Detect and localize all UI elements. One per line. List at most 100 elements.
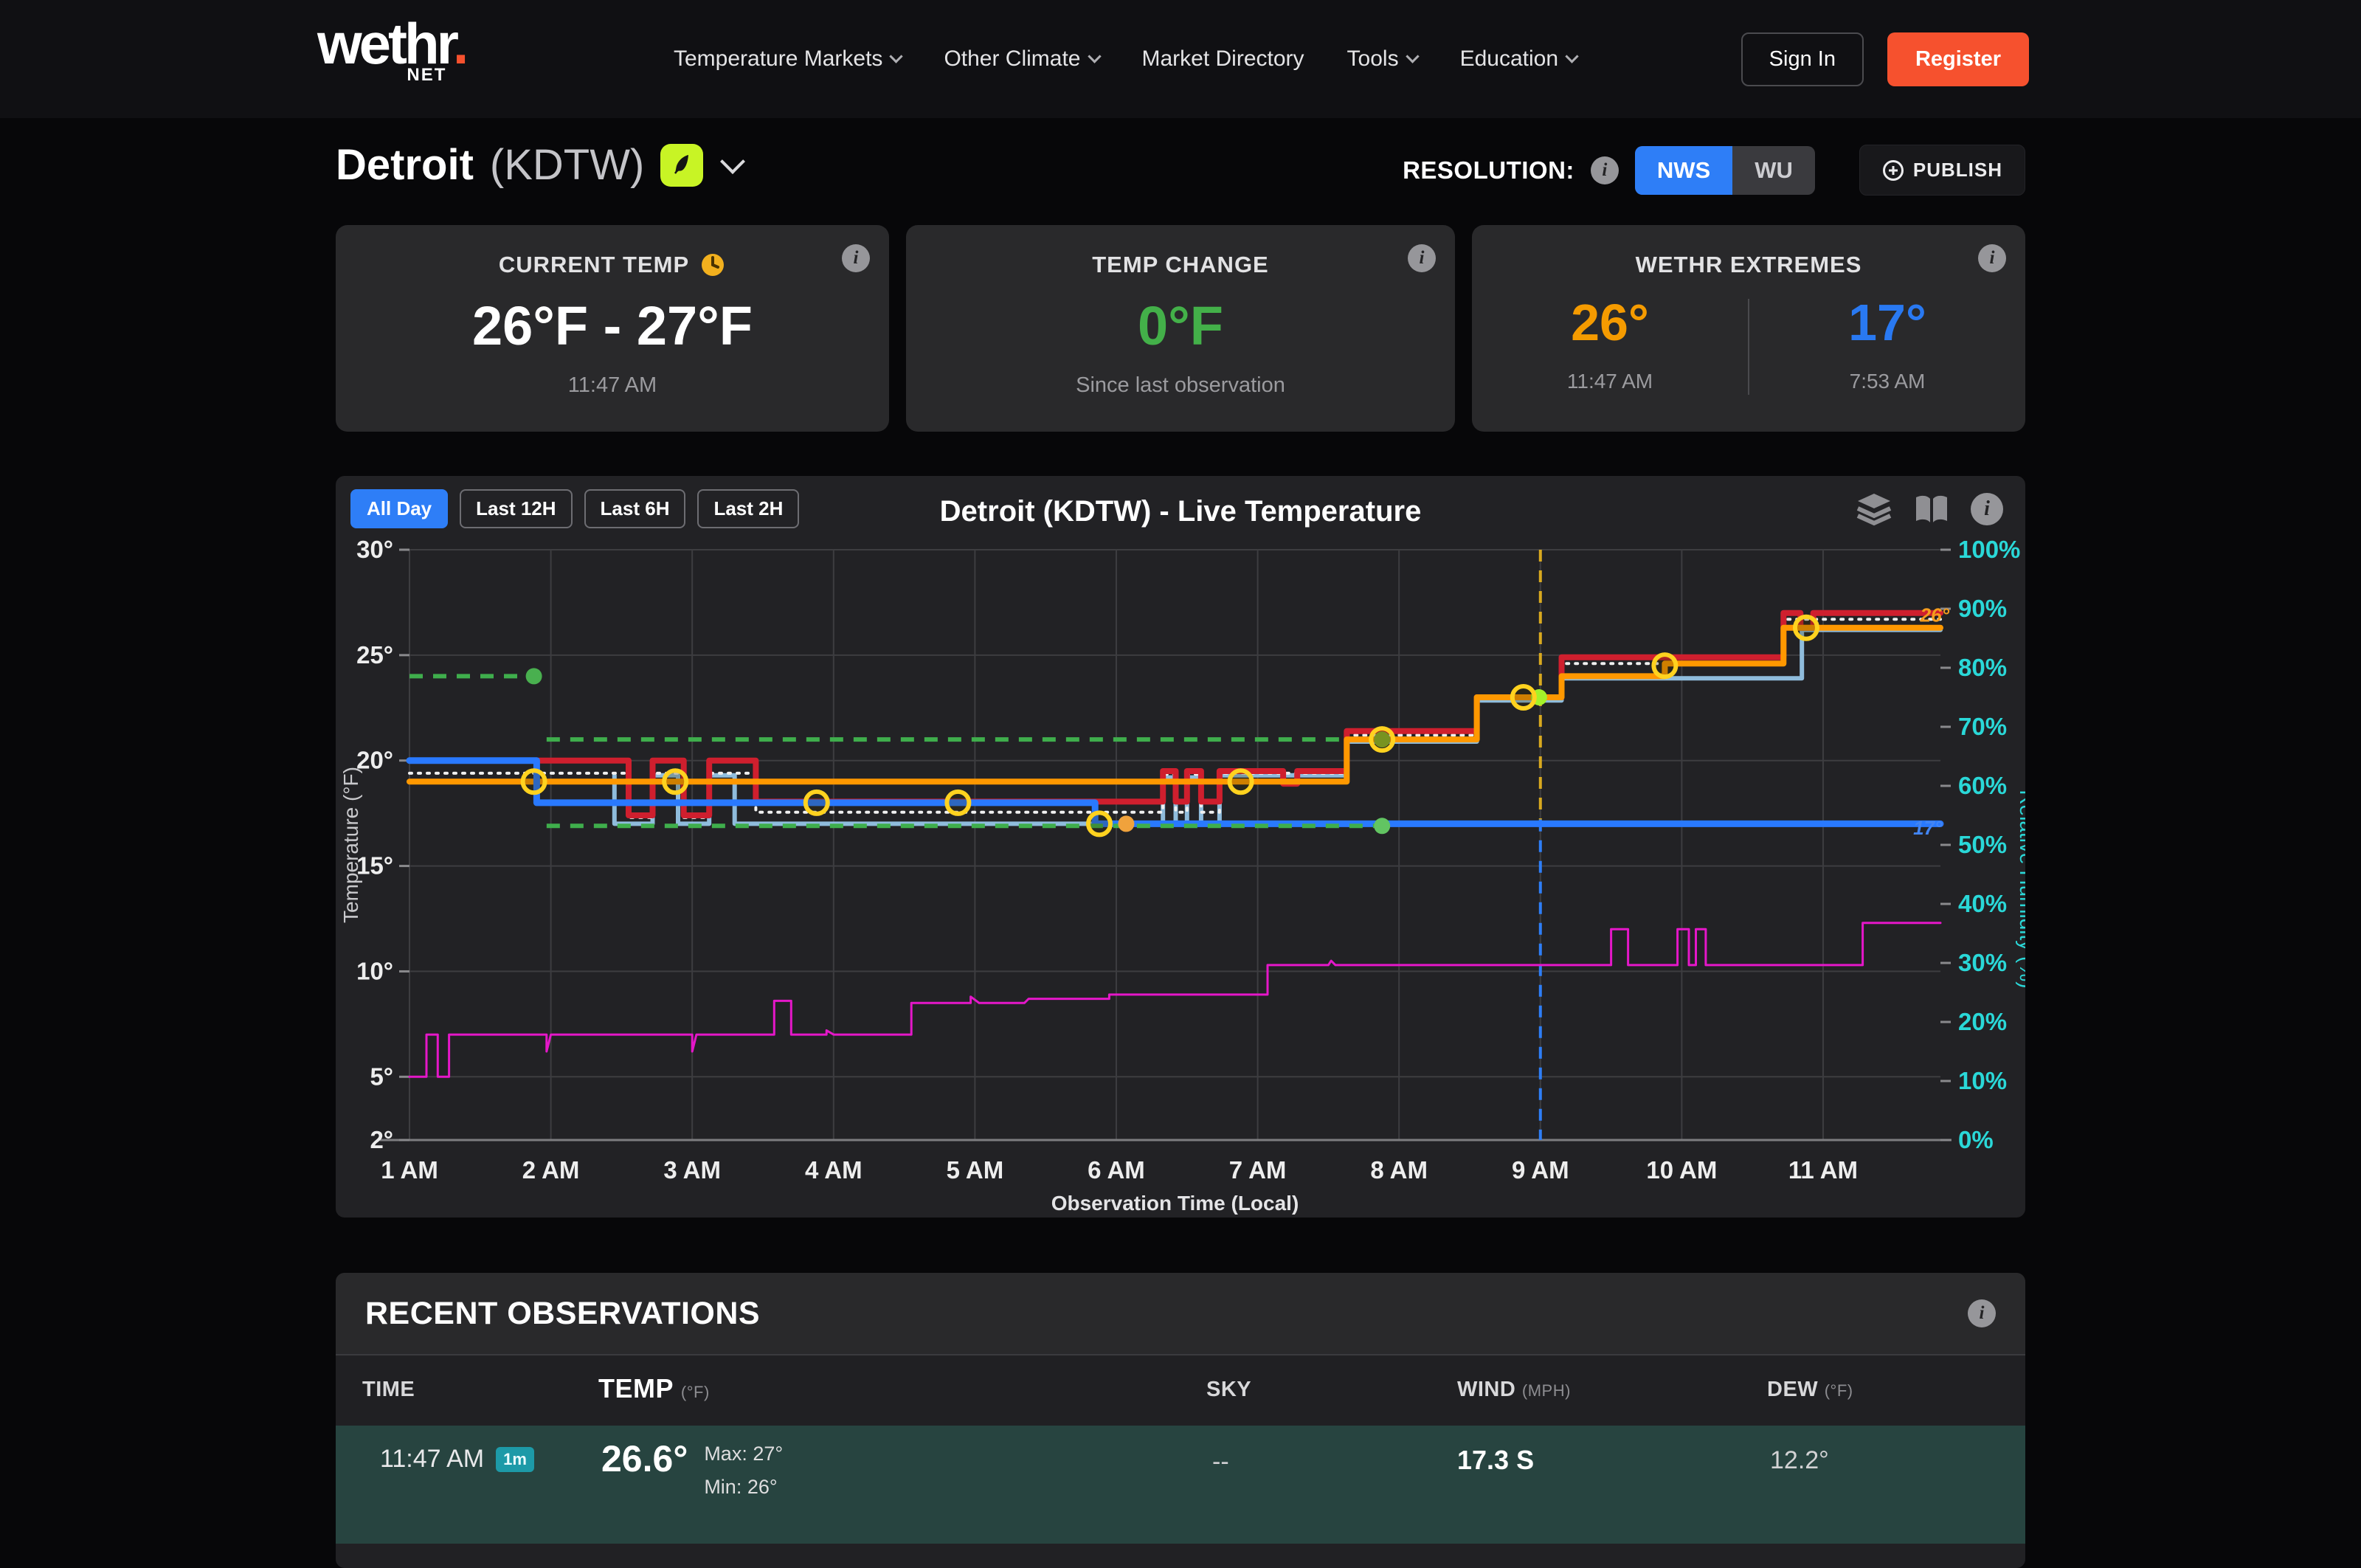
nav-item-label: Temperature Markets [674, 46, 883, 71]
temp-change-subtitle: Since last observation [1076, 373, 1285, 397]
extremes-card: i WETHR EXTREMES 26° 11:47 AM 17° 7:53 A… [1472, 225, 2025, 432]
svg-text:17°: 17° [1913, 817, 1943, 839]
svg-text:11 AM: 11 AM [1788, 1156, 1858, 1184]
info-icon[interactable]: i [842, 244, 870, 272]
station-dropdown-chevron-icon[interactable] [720, 148, 746, 174]
temp-change-value: 0°F [1138, 295, 1223, 356]
temperature-chart[interactable]: 30° 25° 20° 15° 10° 5° 2° 100% 90% 80% 70% 60% 50% 40… [336, 476, 2025, 1218]
svg-text:60%: 60% [1958, 772, 2007, 799]
col-sky: SKY [1206, 1378, 1252, 1401]
nav-item-label: Education [1459, 46, 1559, 71]
svg-text:3 AM: 3 AM [663, 1156, 721, 1184]
obs-sky: -- [1212, 1448, 1229, 1476]
info-icon[interactable]: i [1971, 493, 2003, 525]
info-icon[interactable]: i [1978, 244, 2006, 272]
nav-item-label: Tools [1347, 46, 1399, 71]
svg-text:Temperature (°F): Temperature (°F) [339, 767, 362, 923]
svg-text:90%: 90% [1958, 595, 2007, 622]
temp-change-card: i TEMP CHANGE 0°F Since last observation [906, 225, 1455, 432]
sign-in-button[interactable]: Sign In [1740, 32, 1864, 86]
auth-buttons: Sign In Register [1740, 0, 2029, 118]
svg-text:9 AM: 9 AM [1512, 1156, 1569, 1184]
register-button[interactable]: Register [1887, 32, 2029, 86]
circle-plus-icon [1882, 159, 1904, 181]
current-temp-time: 11:47 AM [567, 373, 657, 397]
publish-button[interactable]: PUBLISH [1859, 145, 2025, 196]
nav-item-temperature-markets[interactable]: Temperature Markets [674, 46, 904, 72]
extreme-high-time: 11:47 AM [1566, 370, 1653, 393]
svg-text:4 AM: 4 AM [805, 1156, 863, 1184]
obs-wind: 17.3 S [1457, 1445, 1535, 1475]
chart-toolbar: i [1856, 492, 2003, 526]
svg-text:100%: 100% [1958, 536, 2020, 563]
range-buttons: All Day Last 12H Last 6H Last 2H [350, 489, 800, 528]
observations-title: RECENT OBSERVATIONS [365, 1295, 761, 1331]
feather-badge[interactable] [660, 143, 704, 187]
nav-item-education[interactable]: Education [1459, 46, 1579, 72]
publish-label: PUBLISH [1912, 159, 2002, 181]
resolution-controls: RESOLUTION: i NWS WU PUBLISH [1403, 145, 2025, 196]
current-temp-title: CURRENT TEMP [498, 252, 690, 277]
svg-text:70%: 70% [1958, 713, 2007, 740]
svg-text:10 AM: 10 AM [1646, 1156, 1717, 1184]
observation-row[interactable]: 11:47 AM 1m 26.6° Max: 27° Min: 26° -- 1… [336, 1426, 2025, 1544]
obs-age-badge: 1m [496, 1446, 534, 1472]
obs-dew: 12.2° [1770, 1446, 1829, 1474]
col-dew: DEW (°F) [1767, 1378, 1853, 1401]
svg-text:Observation Time (Local): Observation Time (Local) [1051, 1192, 1299, 1215]
station-code: (KDTW) [489, 141, 645, 189]
resolution-label: RESOLUTION: [1403, 156, 1574, 184]
col-temp: TEMP (°F) [598, 1373, 710, 1403]
obs-temp-max: Max: 27° [704, 1443, 784, 1465]
logo-suffix: NET [407, 65, 447, 85]
svg-text:5 AM: 5 AM [947, 1156, 1004, 1184]
svg-text:10°: 10° [356, 957, 393, 984]
chevron-down-icon [1565, 49, 1579, 63]
col-wind: WIND (MPH) [1457, 1378, 1571, 1401]
svg-text:30%: 30% [1958, 949, 2007, 976]
toggle-wu[interactable]: WU [1755, 156, 1793, 183]
current-temp-value: 26°F - 27°F [472, 295, 753, 356]
nav-item-other-climate[interactable]: Other Climate [944, 46, 1102, 72]
svg-text:0%: 0% [1958, 1126, 1994, 1153]
extreme-low-value: 17° [1848, 294, 1926, 351]
obs-temp-min: Min: 26° [704, 1475, 778, 1498]
logo[interactable]: wethr. NET [317, 15, 469, 85]
nav-menu: Temperature Markets Other Climate Market… [674, 0, 1579, 118]
info-icon[interactable]: i [1408, 244, 1436, 272]
svg-text:2 AM: 2 AM [522, 1156, 580, 1184]
toggle-nws[interactable]: NWS [1634, 145, 1733, 195]
layers-icon[interactable] [1856, 492, 1892, 526]
nav-item-tools[interactable]: Tools [1347, 46, 1420, 72]
col-time: TIME [362, 1378, 415, 1401]
obs-time: 11:47 AM [380, 1445, 485, 1473]
divider [1748, 299, 1749, 395]
svg-text:Relative Humidity (%): Relative Humidity (%) [2016, 790, 2025, 988]
nav-item-market-directory[interactable]: Market Directory [1142, 46, 1304, 72]
range-last-12h[interactable]: Last 12H [460, 489, 573, 528]
info-icon[interactable]: i [1590, 156, 1619, 184]
logo-text: wethr [317, 11, 456, 76]
navbar: wethr. NET Temperature Markets Other Cli… [0, 0, 2361, 118]
range-all-day[interactable]: All Day [350, 489, 449, 528]
station-header: Detroit (KDTW) [336, 140, 746, 190]
info-icon[interactable]: i [1968, 1299, 1996, 1327]
chart-title: Detroit (KDTW) - Live Temperature [939, 495, 1422, 528]
svg-text:30°: 30° [356, 536, 393, 563]
svg-text:6 AM: 6 AM [1088, 1156, 1145, 1184]
obs-temp: 26.6° [601, 1438, 688, 1479]
temp-change-title: TEMP CHANGE [1092, 252, 1269, 277]
svg-text:5°: 5° [370, 1063, 393, 1090]
svg-text:1 AM: 1 AM [381, 1156, 438, 1184]
range-last-2h[interactable]: Last 2H [697, 489, 800, 528]
open-book-icon[interactable] [1913, 494, 1950, 525]
range-last-6h[interactable]: Last 6H [584, 489, 686, 528]
feather-icon [674, 154, 689, 174]
svg-text:80%: 80% [1958, 654, 2007, 681]
resolution-toggle: NWS WU [1634, 145, 1815, 195]
chevron-down-icon [889, 49, 904, 63]
extreme-high-value: 26° [1571, 294, 1649, 351]
extreme-low-time: 7:53 AM [1849, 370, 1926, 393]
chevron-down-icon [1087, 49, 1102, 63]
svg-text:15°: 15° [356, 852, 393, 880]
